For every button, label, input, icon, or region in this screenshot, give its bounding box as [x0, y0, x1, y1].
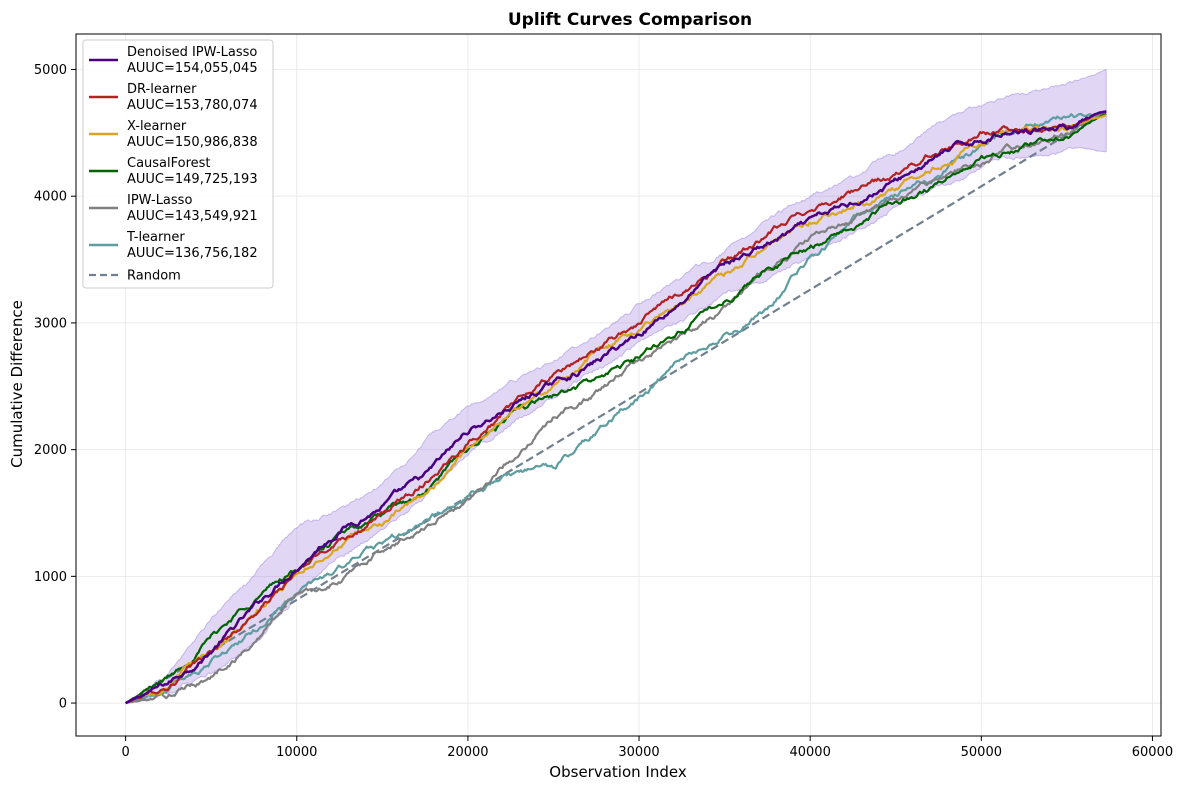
x-tick-label: 30000: [618, 745, 659, 760]
legend-series-name: T-learner: [126, 230, 185, 245]
y-tick-label: 5000: [34, 63, 67, 78]
x-tick-label: 50000: [961, 745, 1002, 760]
legend-auuc-value: AUUC=154,055,045: [127, 61, 258, 76]
legend-auuc-value: AUUC=153,780,074: [127, 98, 258, 113]
series-line-ipw-lasso: [125, 110, 1107, 705]
legend-box: [82, 39, 274, 289]
legend-series-name: X-learner: [127, 119, 187, 134]
y-axis-label: Cumulative Difference: [8, 300, 26, 468]
series-line-denoised-ipw-lasso: [125, 110, 1107, 705]
x-axis-label: Observation Index: [549, 763, 687, 781]
x-tick-label: 0: [121, 745, 129, 760]
series-layer: [125, 109, 1107, 705]
series-line-causalforest: [125, 112, 1107, 705]
y-tick-label: 2000: [34, 443, 67, 458]
confidence-band-layer: [125, 68, 1107, 704]
y-tick-label: 3000: [34, 316, 67, 331]
legend-series-name: Denoised IPW-Lasso: [127, 45, 257, 60]
y-tick-label: 4000: [34, 190, 67, 205]
x-tick-label: 40000: [789, 745, 830, 760]
x-tick-label: 60000: [1132, 745, 1173, 760]
y-tick-label: 1000: [34, 570, 67, 585]
legend-series-name: Random: [127, 269, 181, 284]
grid: [76, 34, 1161, 736]
legend-auuc-value: AUUC=143,549,921: [127, 209, 258, 224]
y-tick-label: 0: [59, 697, 67, 712]
legend-auuc-value: AUUC=136,756,182: [127, 246, 258, 261]
legend-auuc-value: AUUC=149,725,193: [127, 172, 258, 187]
x-tick-label: 20000: [447, 745, 488, 760]
legend-series-name: IPW-Lasso: [127, 193, 192, 208]
legend-series-name: DR-learner: [127, 82, 197, 97]
legend-series-name: CausalForest: [127, 156, 211, 171]
x-tick-label: 10000: [276, 745, 317, 760]
chart-title: Uplift Curves Comparison: [508, 10, 752, 30]
axis-ticks: 0 10000 20000 30000 40000 50000 60000 0 1000 2000…: [34, 63, 1173, 760]
legend-auuc-value: AUUC=150,986,838: [127, 135, 258, 150]
confidence-band: [125, 68, 1107, 704]
plot-frame: [75, 33, 1162, 737]
